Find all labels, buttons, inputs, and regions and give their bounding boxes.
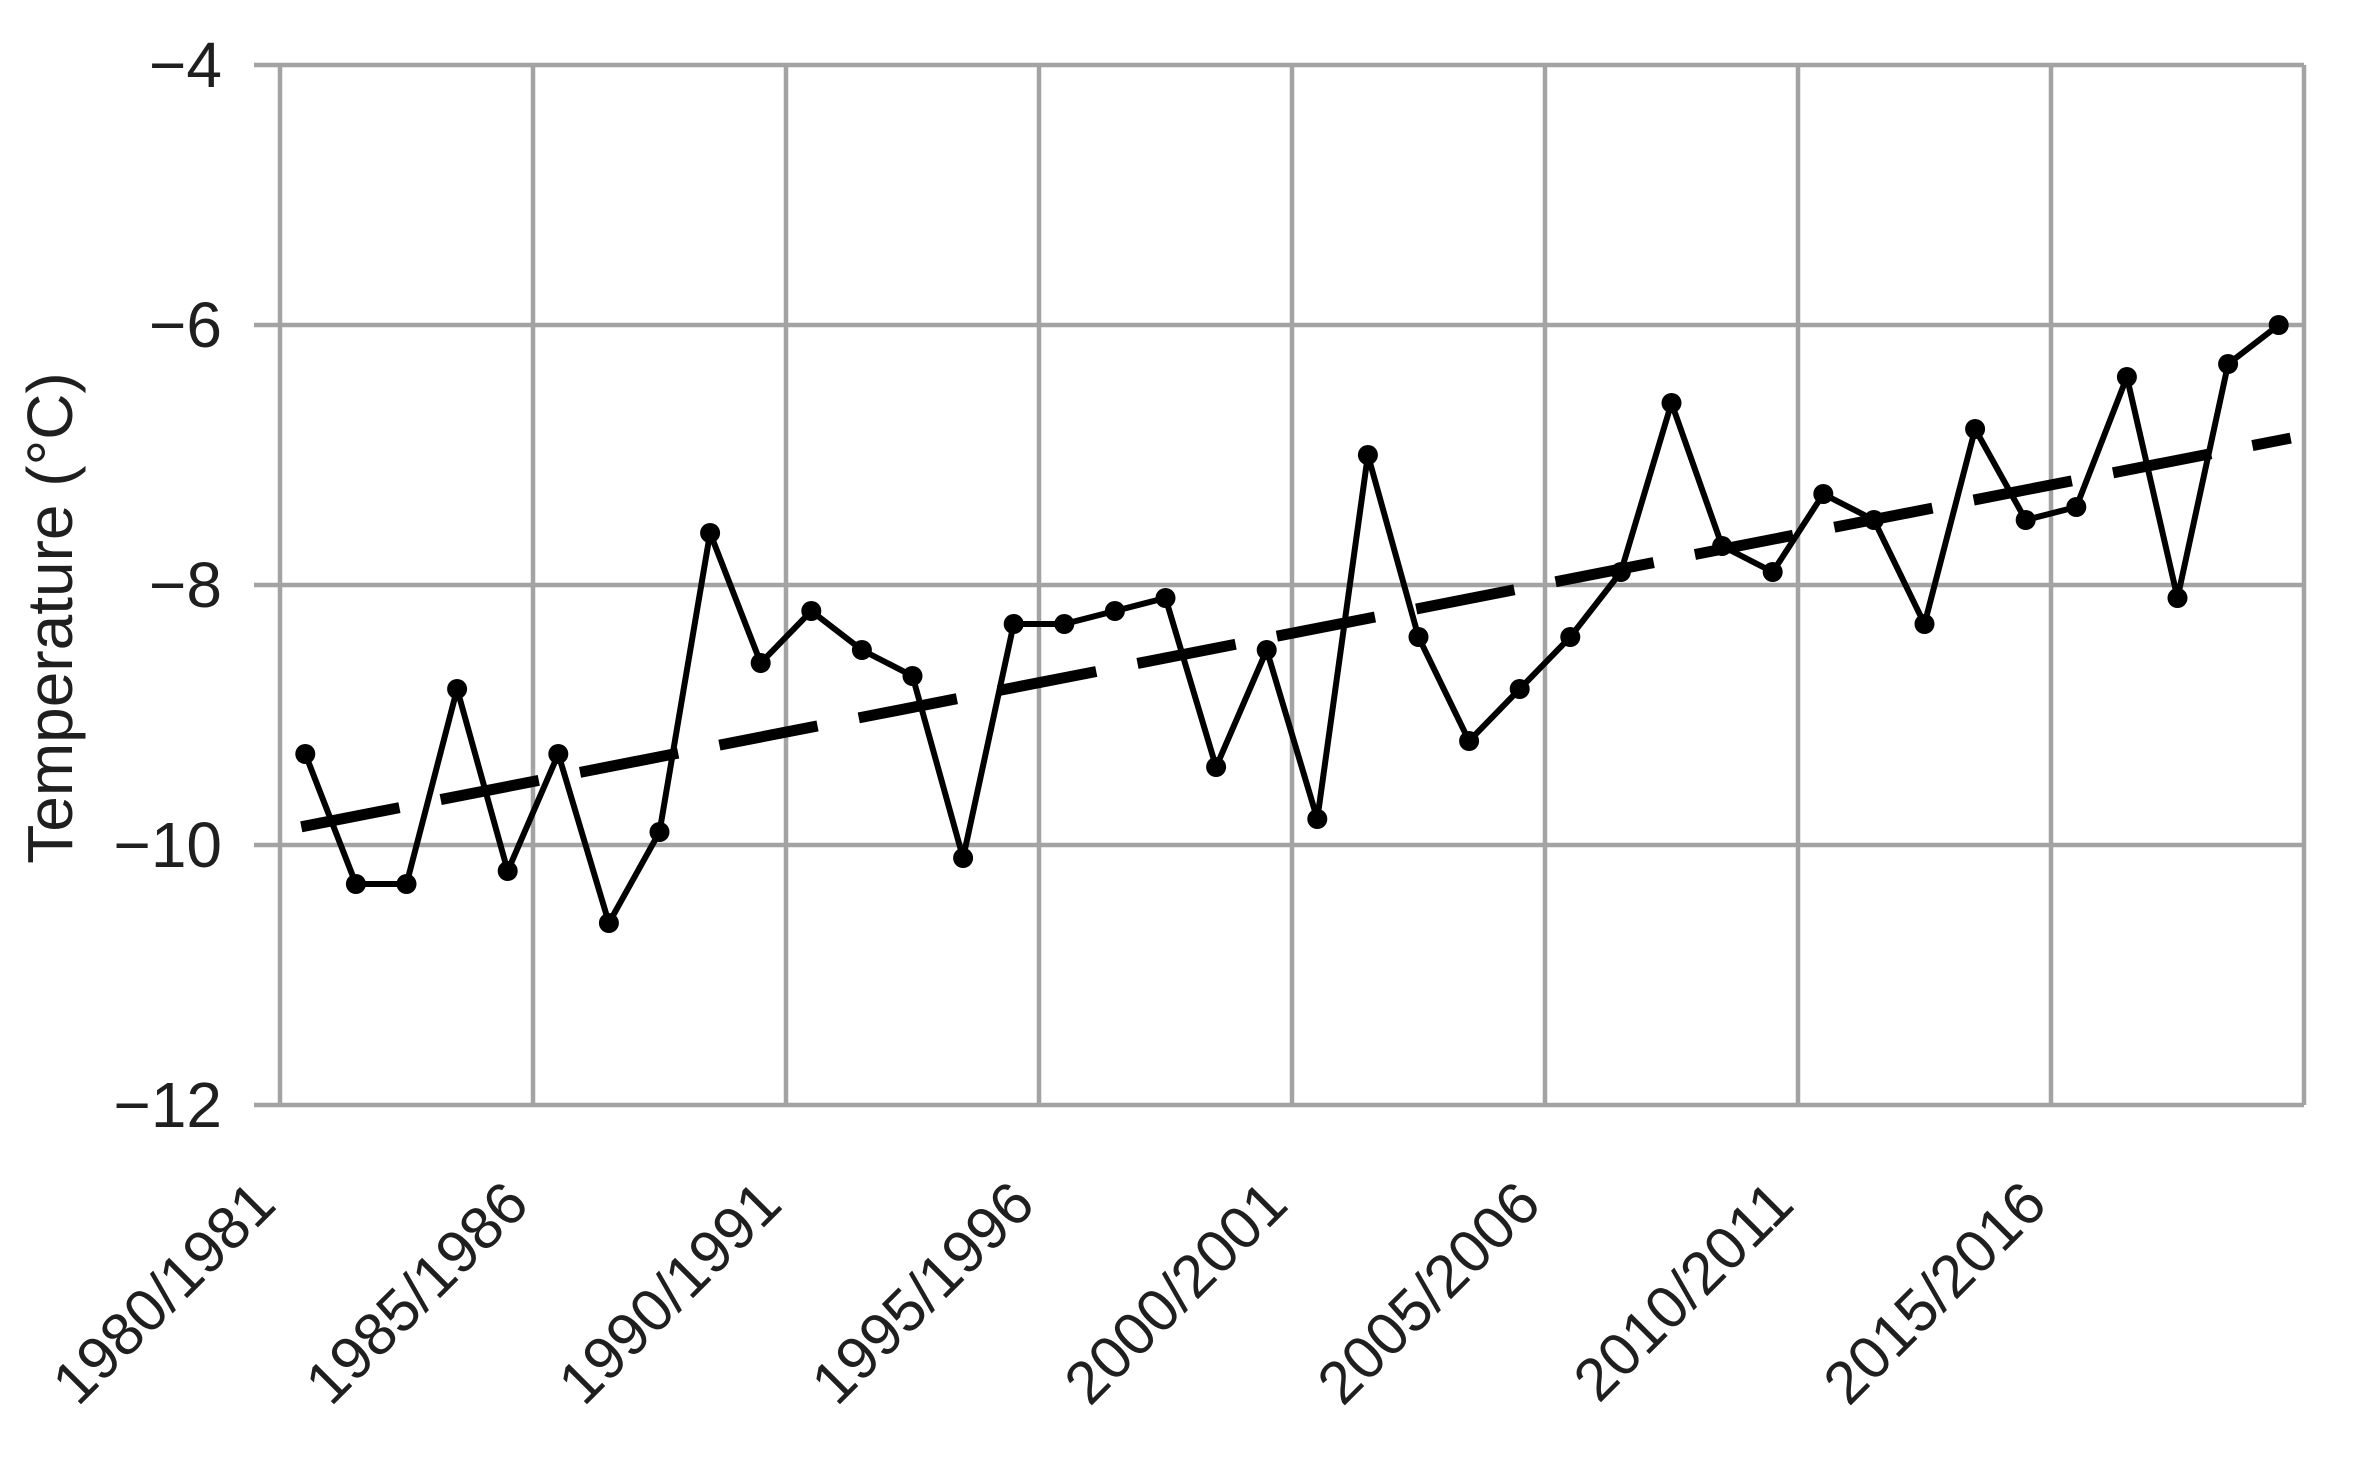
data-point-marker	[2015, 510, 2036, 530]
data-point-marker	[750, 653, 771, 673]
data-point-marker	[598, 913, 619, 933]
data-point-marker	[649, 822, 670, 842]
x-tick-label: 2010/2011	[1561, 1169, 1806, 1414]
data-point-marker	[2218, 354, 2239, 374]
data-point-marker	[497, 861, 518, 881]
data-point-marker	[2268, 315, 2289, 335]
y-axis-ticks	[254, 62, 280, 1108]
gridlines	[277, 62, 2307, 1108]
x-tick-label: 1985/1986	[293, 1169, 541, 1417]
data-point-marker	[1712, 536, 1733, 556]
trendline	[300, 432, 2292, 833]
data-polyline	[302, 322, 2282, 926]
data-point-marker	[1307, 809, 1328, 829]
data-point-marker	[953, 848, 974, 868]
x-tick-label: 2015/2016	[1811, 1169, 2059, 1417]
x-tick-label: 2000/2001	[1052, 1169, 1300, 1417]
data-point-marker	[1256, 640, 1277, 660]
x-tick-label: 1990/1991	[546, 1169, 794, 1417]
data-point-marker	[1104, 601, 1125, 621]
x-tick-label: 2005/2006	[1305, 1169, 1553, 1417]
data-point-marker	[396, 874, 417, 894]
data-point-marker	[1206, 757, 1227, 777]
data-point-marker	[1003, 614, 1024, 634]
data-point-marker	[2167, 588, 2188, 608]
data-point-marker	[700, 523, 721, 543]
data-point-marker	[801, 601, 822, 621]
data-point-marker	[1914, 614, 1935, 634]
y-tick-label: −4	[149, 29, 222, 101]
data-point-marker	[1863, 510, 1884, 530]
data-series	[295, 315, 2289, 933]
data-point-marker	[1155, 588, 1176, 608]
data-point-marker	[1054, 614, 1075, 634]
y-axis-labels: −4 −6 −8 −10 −12	[113, 29, 222, 1141]
y-tick-label: −12	[113, 1069, 222, 1141]
data-point-marker	[2066, 497, 2087, 517]
data-point-marker	[1965, 419, 1986, 439]
data-point-marker	[851, 640, 872, 660]
data-point-marker	[1813, 484, 1834, 504]
x-tick-label: 1980/1981	[40, 1169, 288, 1417]
data-point-marker	[1509, 679, 1530, 699]
trendline-group	[300, 432, 2292, 833]
data-point-marker	[1661, 393, 1682, 413]
data-point-marker	[902, 666, 923, 686]
x-tick-label: 1995/1996	[799, 1169, 1047, 1417]
data-point-marker	[1459, 731, 1480, 751]
data-point-marker	[345, 874, 366, 894]
x-axis-labels: 1980/1981 1985/1986 1990/1991 1995/1996 2000…	[40, 1169, 2059, 1417]
data-point-marker	[2116, 367, 2137, 387]
data-point-marker	[447, 679, 468, 699]
y-tick-label: −6	[149, 289, 222, 361]
data-point-marker	[1762, 562, 1783, 582]
y-tick-label: −8	[149, 549, 222, 621]
data-point-marker	[295, 744, 316, 764]
data-point-marker	[548, 744, 569, 764]
data-point-marker	[1610, 562, 1631, 582]
data-point-marker	[1408, 627, 1429, 647]
data-point-marker	[1357, 445, 1378, 465]
y-axis-title: Temperature (°C)	[14, 372, 86, 864]
y-tick-label: −10	[113, 809, 222, 881]
data-point-marker	[1560, 627, 1581, 647]
